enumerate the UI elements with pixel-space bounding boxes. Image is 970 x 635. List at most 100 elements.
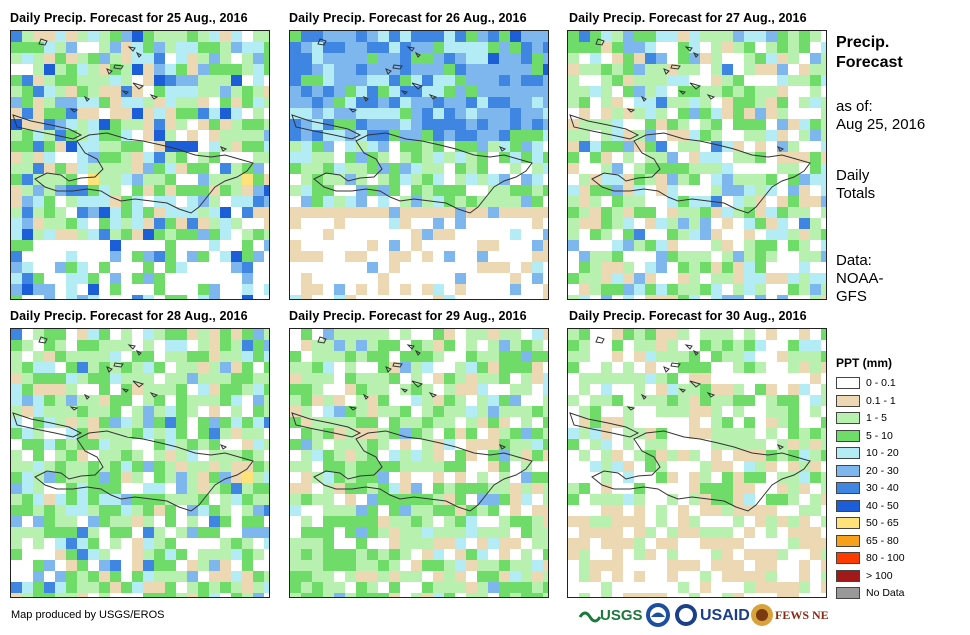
precip-cell: [121, 494, 132, 505]
precip-cell: [689, 196, 700, 207]
precip-cell: [143, 549, 154, 560]
precip-cell: [623, 439, 634, 450]
precip-cell: [733, 284, 744, 295]
precip-cell: [209, 516, 220, 527]
precip-cell: [590, 218, 601, 229]
precip-cell: [110, 538, 121, 549]
precip-cell: [66, 505, 77, 516]
precip-cell: [477, 505, 488, 516]
precip-cell: [568, 207, 579, 218]
precip-cell: [154, 406, 165, 417]
precip-cell: [154, 42, 165, 53]
precip-cell: [543, 351, 548, 362]
precip-cell: [689, 97, 700, 108]
precip-cell: [312, 86, 323, 97]
precip-cell: [88, 505, 99, 516]
precip-cell: [66, 262, 77, 273]
precip-cell: [444, 406, 455, 417]
precip-cell: [656, 351, 667, 362]
precip-cell: [433, 229, 444, 240]
precip-cell: [231, 174, 242, 185]
precip-cell: [301, 571, 312, 582]
precip-cell: [334, 174, 345, 185]
precip-cell: [656, 450, 667, 461]
precip-cell: [154, 196, 165, 207]
forecast-map-25-aug: [10, 30, 270, 300]
precip-cell: [242, 439, 253, 450]
island-outline: [400, 90, 409, 95]
precip-cell: [499, 262, 510, 273]
precip-cell: [722, 571, 733, 582]
precip-cell: [799, 119, 810, 130]
precip-cell: [176, 262, 187, 273]
precip-cell: [154, 97, 165, 108]
precip-cell: [231, 108, 242, 119]
precip-cell: [466, 549, 477, 560]
precip-cell: [744, 174, 755, 185]
precip-cell: [543, 251, 548, 262]
precip-cell: [744, 196, 755, 207]
precip-cell: [231, 406, 242, 417]
island-outline: [385, 366, 392, 373]
precip-cell: [810, 428, 821, 439]
precip-cell: [77, 218, 88, 229]
precip-cell: [176, 119, 187, 130]
precip-cell: [209, 461, 220, 472]
legend-swatch: [836, 482, 860, 494]
precip-cell: [356, 439, 367, 450]
legend-label: 20 - 30: [866, 464, 899, 477]
precip-cell: [110, 31, 121, 42]
precip-cell: [510, 351, 521, 362]
precip-cell: [22, 229, 33, 240]
precip-cell: [645, 329, 656, 340]
precip-cell: [66, 31, 77, 42]
precip-cell: [532, 351, 543, 362]
precip-cell: [744, 31, 755, 42]
precip-cell: [422, 284, 433, 295]
hispaniola-outline: [34, 132, 254, 214]
precip-cell: [264, 141, 269, 152]
precip-cell: [499, 571, 510, 582]
precip-cell: [579, 119, 590, 130]
precip-cell: [154, 395, 165, 406]
precip-cell: [488, 494, 499, 505]
precip-cell: [400, 406, 411, 417]
precip-cell: [356, 64, 367, 75]
precip-cell: [488, 582, 499, 593]
precip-cell: [733, 119, 744, 130]
precip-cell: [110, 86, 121, 97]
precip-cell: [488, 207, 499, 218]
precip-cell: [601, 439, 612, 450]
precip-cell: [601, 516, 612, 527]
precip-cell: [242, 141, 253, 152]
panel-title-5: Daily Precip. Forecast for 29 Aug., 2016: [289, 309, 527, 323]
legend-swatch: [836, 534, 860, 547]
data-label: Data:: [836, 252, 872, 269]
precip-cell: [323, 329, 334, 340]
precip-cell: [33, 185, 44, 196]
precip-cell: [689, 273, 700, 284]
precip-cell: [323, 494, 334, 505]
precip-cell: [543, 406, 548, 417]
precip-cell: [323, 549, 334, 560]
island-outline: [411, 82, 424, 90]
precip-cell: [154, 483, 165, 494]
precip-cell: [777, 108, 788, 119]
precip-cell: [543, 538, 548, 549]
precip-cell: [334, 284, 345, 295]
precip-cell: [799, 560, 810, 571]
precip-cell: [700, 483, 711, 494]
precip-cell: [579, 141, 590, 152]
precip-cell: [143, 538, 154, 549]
precip-cell: [521, 472, 532, 483]
precip-cell: [312, 31, 323, 42]
panel-title-4: Daily Precip. Forecast for 28 Aug., 2016: [10, 309, 248, 323]
island-outline: [663, 366, 670, 373]
precip-cell: [378, 472, 389, 483]
precip-cell: [612, 571, 623, 582]
precip-cell: [510, 593, 521, 597]
precip-cell: [132, 207, 143, 218]
precip-cell: [356, 75, 367, 86]
precip-cell: [411, 340, 422, 351]
precip-cell: [143, 174, 154, 185]
